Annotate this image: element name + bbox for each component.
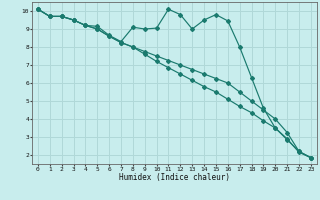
X-axis label: Humidex (Indice chaleur): Humidex (Indice chaleur) xyxy=(119,173,230,182)
